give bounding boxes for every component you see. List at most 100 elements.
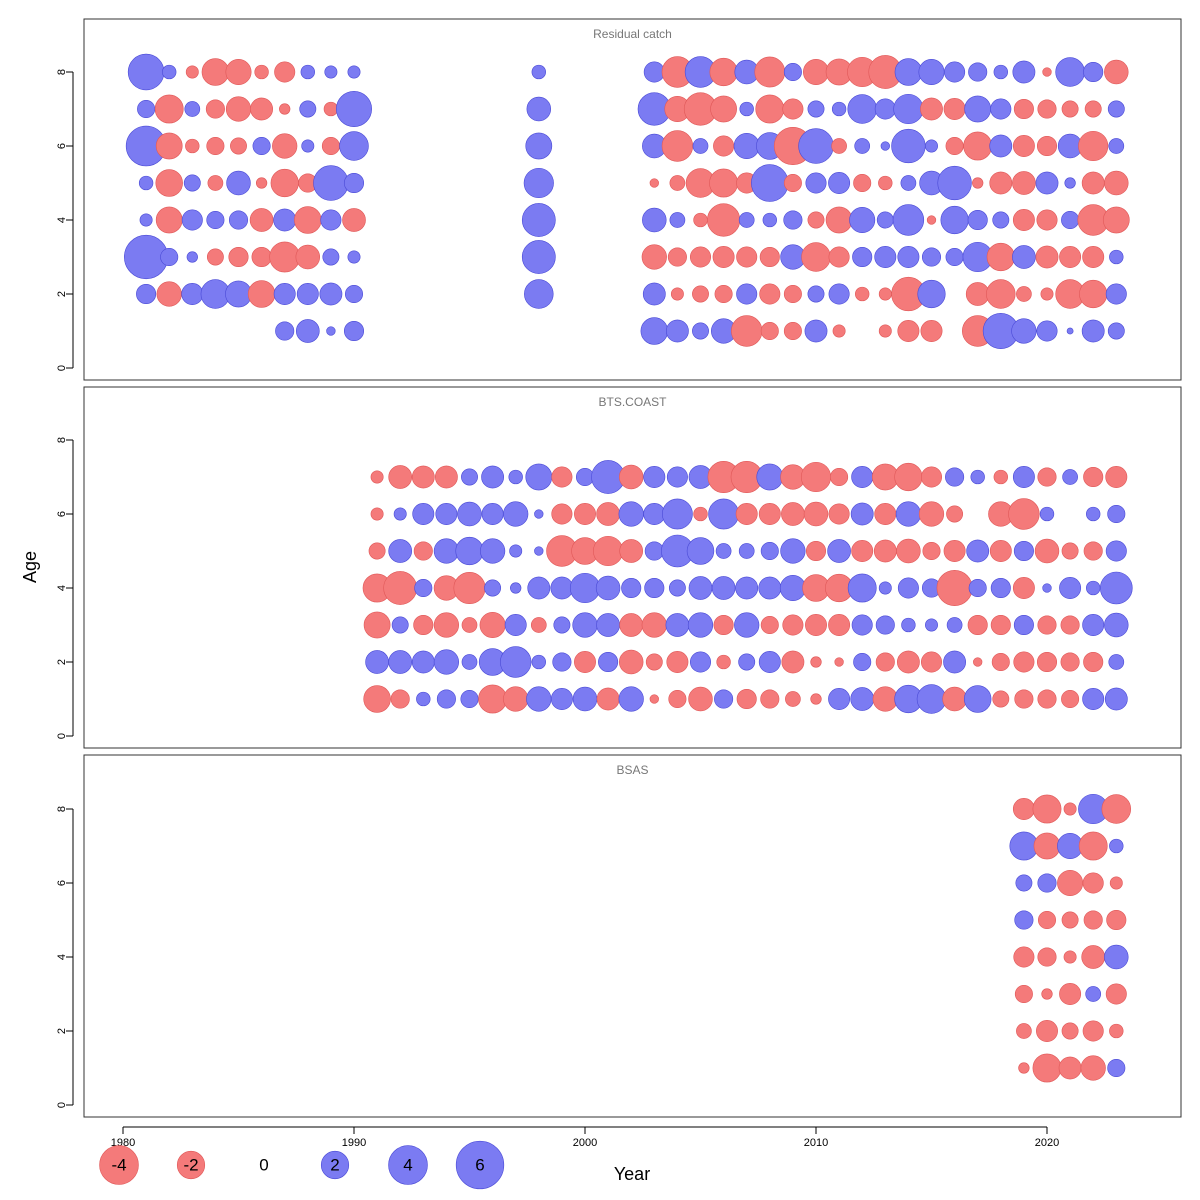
residual-bubble	[534, 546, 544, 556]
residual-bubble	[783, 210, 803, 230]
residual-bubble	[1105, 283, 1127, 305]
residual-bubble	[370, 507, 384, 521]
residual-bubble	[878, 324, 892, 338]
residual-bubble	[940, 205, 969, 235]
residual-bubble	[803, 501, 829, 527]
residual-bubble	[1014, 689, 1034, 709]
residual-bubble	[798, 128, 834, 164]
residual-bubble	[461, 468, 478, 486]
y-tick-label: 2	[56, 291, 68, 297]
residual-bubble	[1036, 209, 1058, 231]
residual-bubble	[807, 211, 825, 229]
residual-bubble	[509, 544, 523, 558]
residual-bubble	[926, 215, 937, 225]
residual-bubble	[1032, 1053, 1062, 1083]
residual-bubble	[434, 465, 458, 489]
residual-bubble	[569, 572, 601, 604]
residual-bubble	[943, 650, 967, 674]
residual-bubble	[127, 53, 165, 91]
residual-bubble	[414, 578, 433, 598]
residual-bubble	[1037, 947, 1057, 967]
residual-bubble	[1066, 327, 1074, 335]
residual-bubble	[990, 577, 1011, 599]
residual-bubble	[688, 576, 713, 600]
residual-bubble	[413, 614, 434, 636]
residual-bubble	[347, 250, 361, 264]
residual-bubble	[692, 322, 709, 340]
residual-bubble	[943, 540, 966, 562]
residual-bubble	[504, 614, 527, 636]
residual-bubble	[363, 611, 391, 639]
residual-bubble	[878, 287, 892, 301]
residual-bubble	[781, 650, 805, 674]
residual-bubble	[1063, 802, 1077, 816]
residual-bubble	[1109, 838, 1124, 854]
residual-bubble	[668, 579, 686, 597]
residual-bubble	[1015, 874, 1033, 892]
residual-bubble	[251, 246, 272, 268]
panel-frame	[83, 18, 1182, 381]
residual-bubble	[751, 164, 789, 202]
residual-bubble	[874, 98, 896, 120]
residual-bubble	[344, 284, 364, 304]
residual-bubble	[831, 101, 847, 117]
residual-bubble	[666, 319, 689, 343]
residual-bubble	[851, 466, 874, 488]
y-tick-label: 4	[56, 954, 68, 960]
residual-bubble	[299, 100, 317, 118]
residual-bubble	[758, 576, 782, 600]
residual-bubble	[1012, 135, 1035, 157]
residual-bubble	[295, 319, 320, 343]
residual-bubble	[754, 56, 786, 88]
residual-bubble	[783, 62, 802, 82]
residual-bubble	[689, 246, 712, 268]
residual-bubble	[365, 650, 389, 674]
residual-bubble	[921, 247, 942, 267]
residual-bubble	[1109, 1023, 1124, 1039]
residual-bubble	[433, 649, 460, 675]
residual-bubble	[413, 541, 433, 561]
residual-bubble	[760, 615, 779, 635]
residual-bubble	[875, 615, 895, 635]
residual-bubble	[388, 539, 413, 563]
residual-bubble	[1106, 909, 1127, 931]
legend-label: 0	[259, 1156, 268, 1175]
residual-bubble	[503, 501, 529, 527]
residual-bubble	[300, 64, 315, 80]
residual-bubble	[272, 133, 298, 159]
residual-bubble	[185, 138, 200, 154]
y-tick-label: 8	[56, 69, 68, 75]
residual-bubble	[275, 321, 295, 341]
residual-bubble	[828, 283, 850, 305]
x-tick-label: 2020	[1035, 1137, 1059, 1149]
residual-bubble	[894, 462, 923, 492]
residual-bubble	[1102, 206, 1130, 234]
residual-bubble	[641, 244, 667, 270]
residual-bubble	[503, 686, 529, 712]
residual-bubble	[1059, 577, 1082, 599]
residual-bubble	[324, 65, 338, 79]
residual-bubble	[252, 136, 271, 156]
panel-2: BTS.COAST 0 2 4 6 8	[56, 386, 1182, 749]
residual-bubble	[892, 204, 925, 236]
residual-bubble	[644, 541, 664, 561]
residual-bubble	[852, 246, 873, 268]
residual-bubble	[574, 503, 596, 525]
residual-bubble	[1039, 506, 1055, 522]
residual-bubble	[832, 324, 846, 338]
y-tick-label: 0	[56, 365, 68, 371]
residual-bubble	[1063, 950, 1077, 964]
residual-bubble	[1104, 687, 1128, 711]
residual-bubble	[1037, 873, 1057, 893]
residual-bubble	[1012, 209, 1035, 231]
residual-bubble	[834, 657, 844, 667]
residual-bubble	[574, 651, 596, 673]
residual-bubble	[347, 65, 361, 79]
residual-bubble	[1104, 59, 1129, 85]
residual-bubble	[1036, 320, 1058, 342]
residual-bubble	[1082, 246, 1105, 268]
residual-bubble	[670, 287, 684, 301]
residual-bubble	[553, 616, 571, 634]
y-tick-label: 6	[56, 143, 68, 149]
residual-bubble	[249, 208, 274, 232]
